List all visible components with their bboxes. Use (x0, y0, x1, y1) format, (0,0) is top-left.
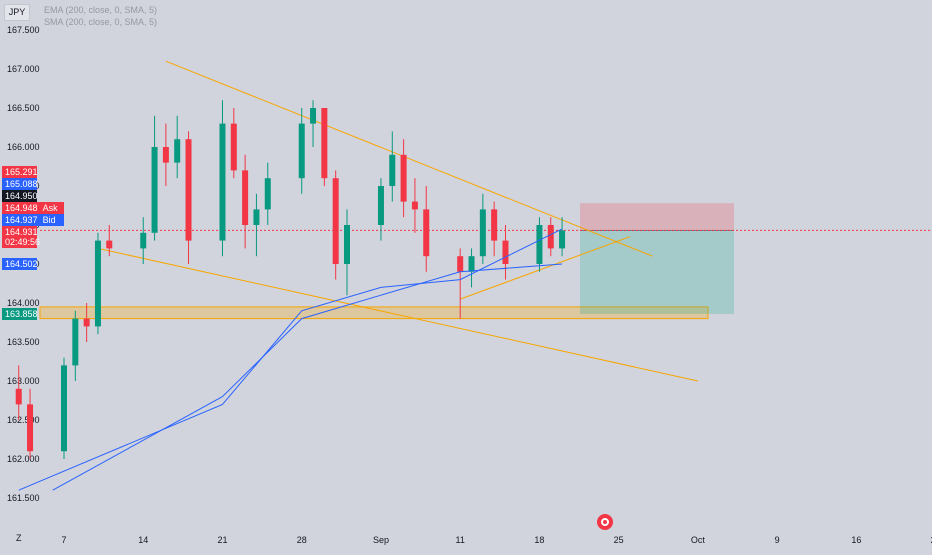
candle-body (106, 240, 113, 249)
candle-body (162, 147, 169, 163)
candle-body (61, 365, 67, 452)
candle-body (389, 154, 396, 186)
time-axis-label: 18 (534, 535, 544, 545)
candle-body (502, 240, 509, 264)
candle-body (547, 225, 554, 249)
lower-channel-line (97, 247, 699, 382)
price-tag-bid: 164.937 Bid (2, 214, 64, 226)
price-axis-label: 167.000 (7, 64, 40, 74)
time-axis-label: 25 (614, 535, 624, 545)
rising-support-line (460, 236, 631, 300)
candle-body (491, 209, 498, 241)
time-axis-label: 16 (851, 535, 861, 545)
price-axis-label: 167.500 (7, 25, 40, 35)
descending-trendline (165, 60, 653, 257)
candle-body (264, 178, 271, 210)
candle-body (94, 240, 101, 327)
short-position-target-area (580, 230, 734, 314)
candle-body (15, 388, 22, 405)
goto-realtime-icon[interactable] (597, 514, 613, 530)
candle-body (27, 404, 34, 452)
candle-body (400, 154, 407, 202)
time-axis-label: 23 (931, 535, 932, 545)
time-axis-label: Oct (691, 535, 706, 545)
candle-body (219, 123, 226, 241)
ema-legend[interactable]: EMA (200, close, 0, SMA, 5) (44, 5, 158, 15)
symbol-label[interactable]: JPY (4, 4, 30, 21)
price-axis-label: 166.000 (7, 142, 40, 152)
price-axis-label: 161.500 (7, 493, 40, 503)
candle-body (559, 230, 566, 249)
candle-body (457, 256, 464, 272)
candle-body (332, 178, 339, 264)
support-zone (39, 306, 709, 320)
sma-line (52, 263, 563, 491)
candle-body (174, 139, 181, 163)
candle-body (536, 225, 543, 264)
price-axis-label: 166.500 (7, 103, 40, 113)
candle-body (468, 256, 475, 272)
candle-body (151, 147, 158, 233)
price-tag-stop: 165.291 (2, 166, 38, 178)
candle-body (242, 170, 249, 225)
candle-body (377, 186, 384, 225)
price-tag-last: 164.931 (2, 226, 38, 238)
candle-body (83, 318, 90, 327)
candle-body (423, 209, 430, 257)
candle-body (72, 318, 79, 366)
short-position-stop-area (580, 203, 734, 231)
sma-legend[interactable]: SMA (200, close, 0, SMA, 5) (44, 17, 158, 27)
candle-body (230, 123, 237, 171)
candle-body (344, 225, 350, 264)
candle-body (310, 108, 317, 124)
time-axis-label: 21 (217, 535, 227, 545)
time-axis-label: Sep (373, 535, 389, 545)
candle-body (140, 232, 147, 249)
candle-body (321, 108, 328, 179)
price-axis-label: 162.500 (7, 415, 40, 425)
candle-body (185, 139, 192, 241)
price-tag-ask: 164.948 Ask (2, 202, 64, 214)
price-tag-high: 164.950 (2, 190, 38, 202)
candle-body (298, 123, 305, 179)
candle-body (253, 209, 260, 225)
time-axis-label: 28 (297, 535, 307, 545)
price-axis-label: 162.000 (7, 454, 40, 464)
time-axis-label: 9 (775, 535, 780, 545)
price-axis-label: 163.500 (7, 337, 40, 347)
time-axis-label: 7 (61, 535, 66, 545)
price-tag-sma: 164.502 (2, 258, 38, 270)
countdown-timer: 02:49:56 (2, 236, 40, 248)
ema-line (18, 228, 563, 491)
price-tag-ema: 165.088 (2, 178, 38, 190)
time-axis-label: 14 (138, 535, 148, 545)
timezone-label[interactable]: Z (16, 533, 22, 543)
time-axis-label: 11 (456, 535, 465, 545)
price-tag-target: 163.858 (2, 308, 38, 320)
price-axis-label: 164.000 (7, 298, 40, 308)
candle-body (411, 201, 418, 210)
candle-body (479, 209, 486, 257)
price-axis-label: 163.000 (7, 376, 40, 386)
